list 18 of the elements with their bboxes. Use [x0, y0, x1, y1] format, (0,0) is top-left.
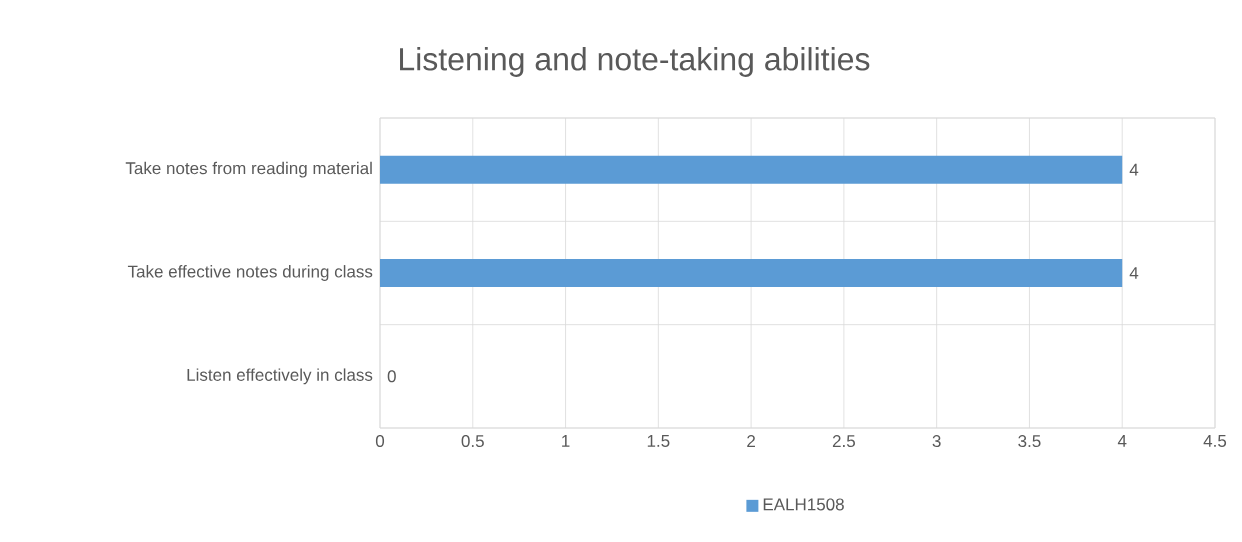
data-label: 4 [1129, 163, 1139, 176]
x-tick-label: 2.5 [832, 435, 855, 448]
data-label: 0 [387, 370, 396, 383]
chart-title: Listening and note-taking abilities [400, 47, 870, 77]
y-tick-label: Take effective notes during class [127, 265, 373, 281]
x-tick-label: 4.5 [1203, 435, 1227, 447]
y-tick-label: Listen effectively in class [187, 368, 373, 385]
x-tick-label: 3 [932, 435, 941, 448]
x-tick-label: 2 [747, 435, 755, 447]
x-tick-label: 0 [375, 435, 385, 448]
y-tick-label: Take notes from reading material [125, 161, 372, 178]
x-tick-label: 1 [562, 435, 570, 447]
legend-label: EALH1508 [763, 498, 844, 511]
x-tick-label: 3.5 [1018, 435, 1041, 448]
x-tick-label: 0.5 [461, 435, 484, 448]
data-label: 4 [1129, 267, 1139, 279]
x-tick-label: 4 [1117, 435, 1127, 447]
x-tick-label: 1.5 [647, 435, 670, 447]
